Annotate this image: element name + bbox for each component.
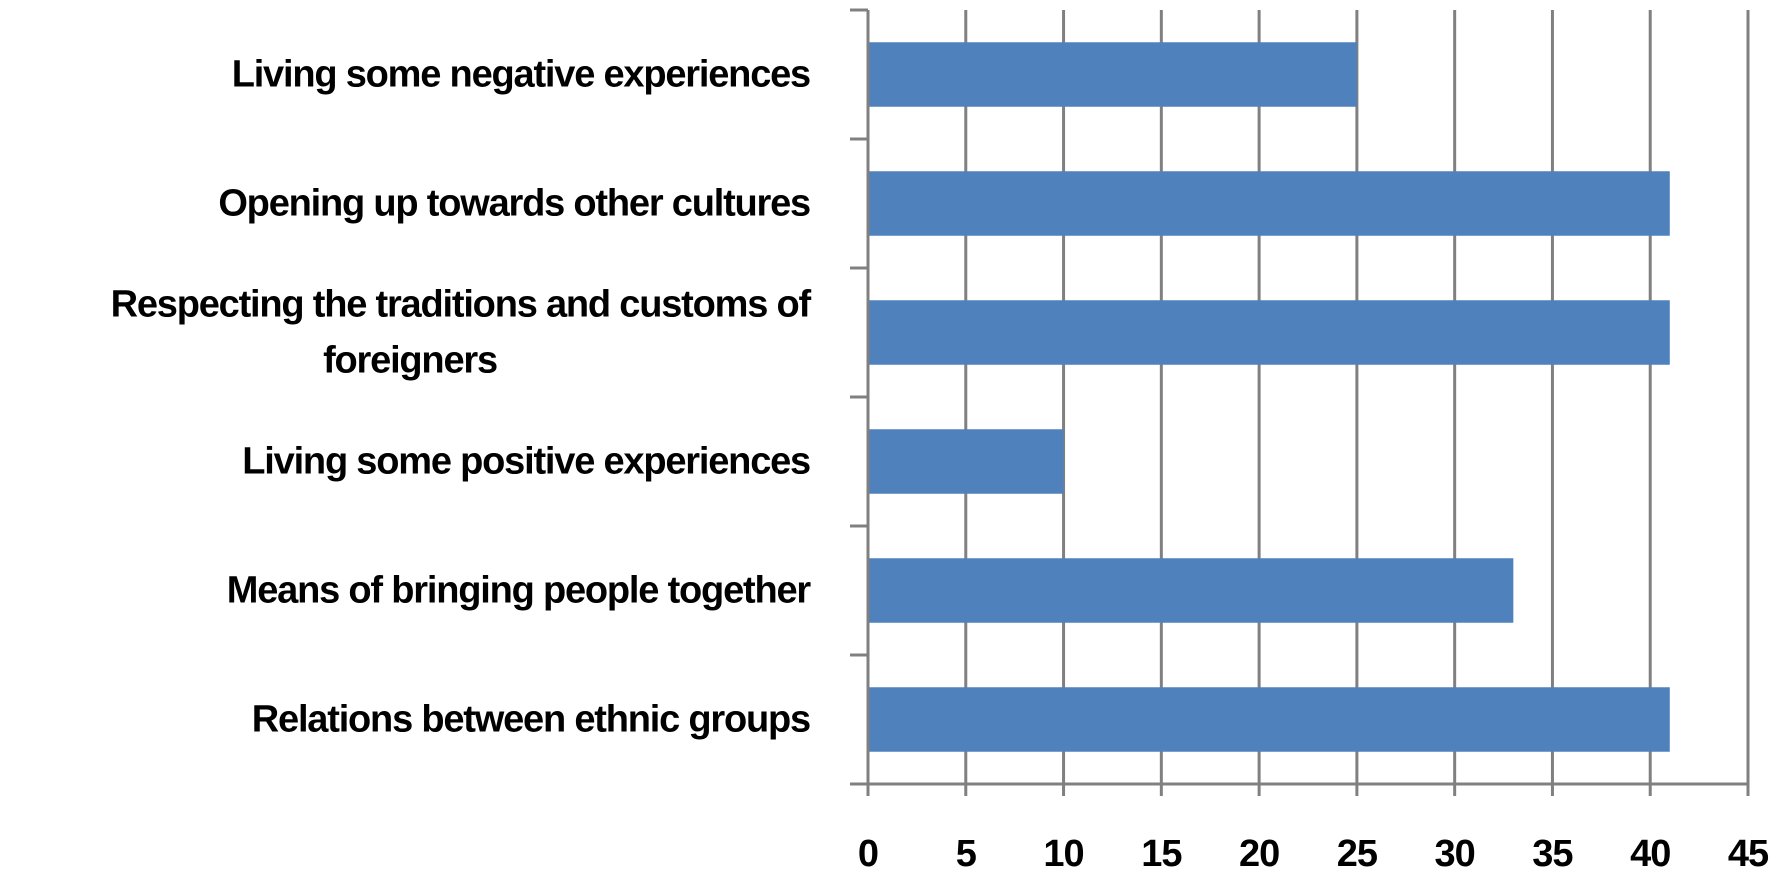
bar-6 — [868, 687, 1670, 752]
category-label-6: Relations between ethnic groups — [252, 699, 810, 741]
x-tick-label-15: 15 — [1141, 833, 1182, 875]
x-tick-label-25: 25 — [1337, 833, 1378, 875]
x-tick-label-10: 10 — [1043, 833, 1083, 875]
x-tick-label-40: 40 — [1630, 833, 1670, 875]
category-label-2: Opening up towards other cultures — [218, 183, 810, 225]
x-tick-label-45: 45 — [1728, 833, 1769, 875]
category-label-4: Living some positive experiences — [242, 441, 810, 483]
x-tick-label-0: 0 — [858, 833, 878, 875]
bar-3 — [868, 300, 1670, 365]
category-label-5: Means of bringing people together — [227, 570, 812, 612]
x-tick-label-20: 20 — [1239, 833, 1279, 875]
bar-2 — [868, 171, 1670, 236]
category-label-1: Living some negative experiences — [232, 54, 810, 96]
x-tick-label-5: 5 — [956, 833, 977, 875]
x-tick-label-35: 35 — [1532, 833, 1573, 875]
x-tick-label-30: 30 — [1435, 833, 1475, 875]
category-label-3-line-2: foreigners — [323, 340, 497, 382]
bar-4 — [868, 429, 1064, 494]
bar-1 — [868, 42, 1357, 107]
category-label-3-line-1: Respecting the traditions and customs of — [111, 284, 812, 326]
bar-5 — [868, 558, 1514, 623]
